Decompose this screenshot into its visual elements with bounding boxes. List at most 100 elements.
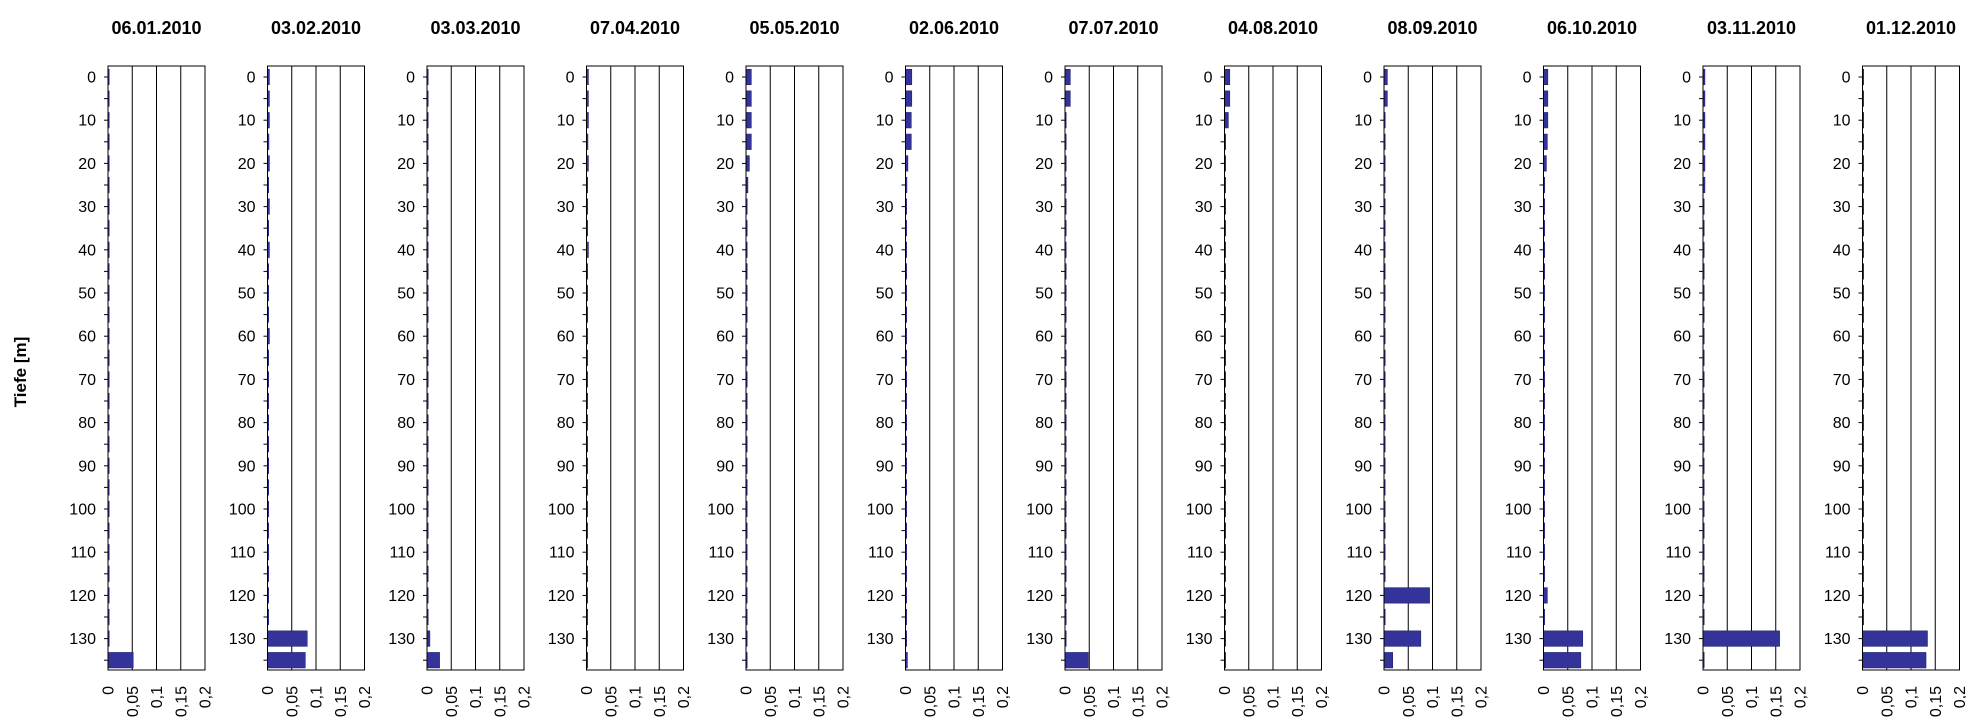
- y-tick-label: 130: [1345, 631, 1372, 648]
- y-tick-label: 60: [1673, 329, 1691, 346]
- panel-title: 07.04.2010: [590, 18, 680, 38]
- y-tick-label: 20: [1514, 156, 1532, 173]
- y-tick-label: 20: [78, 156, 96, 173]
- y-tick-label: 10: [876, 113, 894, 130]
- y-tick-label: 130: [1824, 631, 1851, 648]
- y-tick-label: 20: [238, 156, 256, 173]
- panel-title: 05.05.2010: [749, 18, 839, 38]
- y-tick-label: 130: [707, 631, 734, 648]
- y-tick-label: 70: [1833, 372, 1851, 389]
- y-tick-label: 0: [1842, 70, 1851, 87]
- y-tick-label: 10: [1514, 113, 1532, 130]
- x-tick-label: 0,05: [444, 686, 461, 717]
- y-tick-label: 20: [397, 156, 415, 173]
- bar: [1543, 630, 1584, 647]
- y-tick-label: 90: [78, 458, 96, 475]
- bar: [1543, 112, 1549, 129]
- bar: [1383, 630, 1422, 647]
- y-tick-label: 40: [716, 242, 734, 259]
- x-tick-label: 0,2: [517, 686, 534, 708]
- y-tick-label: 120: [548, 588, 575, 605]
- y-tick-label: 30: [1514, 199, 1532, 216]
- y-tick-label: 90: [397, 458, 415, 475]
- x-tick-label: 0,15: [1130, 686, 1147, 717]
- bar: [745, 90, 752, 107]
- y-tick-label: 90: [1833, 458, 1851, 475]
- y-tick-label: 60: [1514, 329, 1532, 346]
- y-tick-label: 130: [1505, 631, 1532, 648]
- bar: [905, 112, 912, 129]
- y-tick-label: 100: [1345, 502, 1372, 519]
- x-tick-label: 0,15: [173, 686, 190, 717]
- y-tick-label: 10: [557, 113, 575, 130]
- x-tick-label: 0,2: [198, 686, 215, 708]
- y-tick-label: 120: [69, 588, 96, 605]
- y-tick-label: 60: [397, 329, 415, 346]
- panel-6: 02.06.2010 0 10 20 30 40 50 60 70 80 90 100 110 120 13…: [867, 18, 1012, 717]
- x-tick-label: 0,05: [284, 686, 301, 717]
- y-tick-label: 90: [716, 458, 734, 475]
- x-tick-label: 0,15: [333, 686, 350, 717]
- y-tick-label: 0: [247, 70, 256, 87]
- panel-title: 04.08.2010: [1228, 18, 1318, 38]
- y-tick-label: 10: [1354, 113, 1372, 130]
- y-tick-label: 40: [1354, 242, 1372, 259]
- panel-title: 03.11.2010: [1707, 18, 1796, 38]
- x-tick-label: 0,2: [1952, 686, 1966, 708]
- x-tick-label: 0,15: [1449, 686, 1466, 717]
- bar: [107, 652, 134, 669]
- x-tick-label: 0,05: [1720, 686, 1737, 717]
- y-tick-label: 120: [1824, 588, 1851, 605]
- panel-title: 03.02.2010: [271, 18, 361, 38]
- x-tick-label: 0: [101, 686, 118, 695]
- y-tick-label: 60: [876, 329, 894, 346]
- y-tick-label: 20: [716, 156, 734, 173]
- y-tick-label: 0: [885, 70, 894, 87]
- y-tick-label: 80: [876, 415, 894, 432]
- x-tick-label: 0,2: [676, 686, 693, 708]
- y-tick-label: 110: [70, 545, 96, 562]
- x-tick-label: 0,05: [1401, 686, 1418, 717]
- y-tick-label: 70: [1195, 372, 1213, 389]
- panel-title: 06.01.2010: [111, 18, 201, 38]
- y-tick-label: 60: [78, 329, 96, 346]
- y-tick-label: 120: [1026, 588, 1053, 605]
- bar: [905, 68, 913, 86]
- x-tick-label: 0: [420, 686, 437, 695]
- y-tick-label: 10: [716, 113, 734, 130]
- panel-12: 01.12.2010 0 10 20 30 40 50 60 70 80 90 100 110 120 13…: [1824, 18, 1966, 717]
- y-tick-label: 20: [876, 156, 894, 173]
- y-tick-label: 120: [229, 588, 256, 605]
- y-tick-label: 120: [707, 588, 734, 605]
- y-tick-label: 10: [1833, 113, 1851, 130]
- x-tick-label: 0,1: [309, 686, 326, 708]
- y-tick-label: 90: [1354, 458, 1372, 475]
- panels: 06.01.2010010203040506070809010011012013…: [69, 18, 1966, 717]
- plot-frame: [1862, 65, 1960, 671]
- y-tick-label: 0: [725, 70, 734, 87]
- x-tick-label: 0: [739, 686, 756, 695]
- y-tick-label: 80: [557, 415, 575, 432]
- y-tick-label: 50: [716, 286, 734, 303]
- y-axis-label: Tiefe [m]: [11, 337, 30, 408]
- y-tick-label: 80: [1673, 415, 1691, 432]
- y-tick-label: 70: [557, 372, 575, 389]
- y-tick-label: 130: [1664, 631, 1691, 648]
- y-tick-label: 110: [868, 545, 894, 562]
- x-tick-label: 0: [1536, 686, 1553, 695]
- y-tick-label: 0: [1363, 70, 1372, 87]
- y-tick-label: 130: [388, 631, 415, 648]
- plot-frame: [745, 65, 844, 671]
- x-tick-label: 0,1: [1904, 686, 1921, 708]
- y-tick-label: 80: [1035, 415, 1053, 432]
- y-tick-label: 50: [557, 286, 575, 303]
- x-tick-label: 0,05: [1241, 686, 1258, 717]
- x-tick-label: 0: [1377, 686, 1394, 695]
- bar: [1543, 652, 1582, 669]
- y-tick-label: 100: [1664, 502, 1691, 519]
- y-tick-label: 50: [1673, 286, 1691, 303]
- y-tick-label: 50: [238, 286, 256, 303]
- panel-5: 05.05.2010 0 10 20 30 40 50 60 70 80 90 100 110 120 13…: [707, 18, 852, 717]
- bar: [1224, 68, 1231, 86]
- x-tick-label: 0: [1217, 686, 1234, 695]
